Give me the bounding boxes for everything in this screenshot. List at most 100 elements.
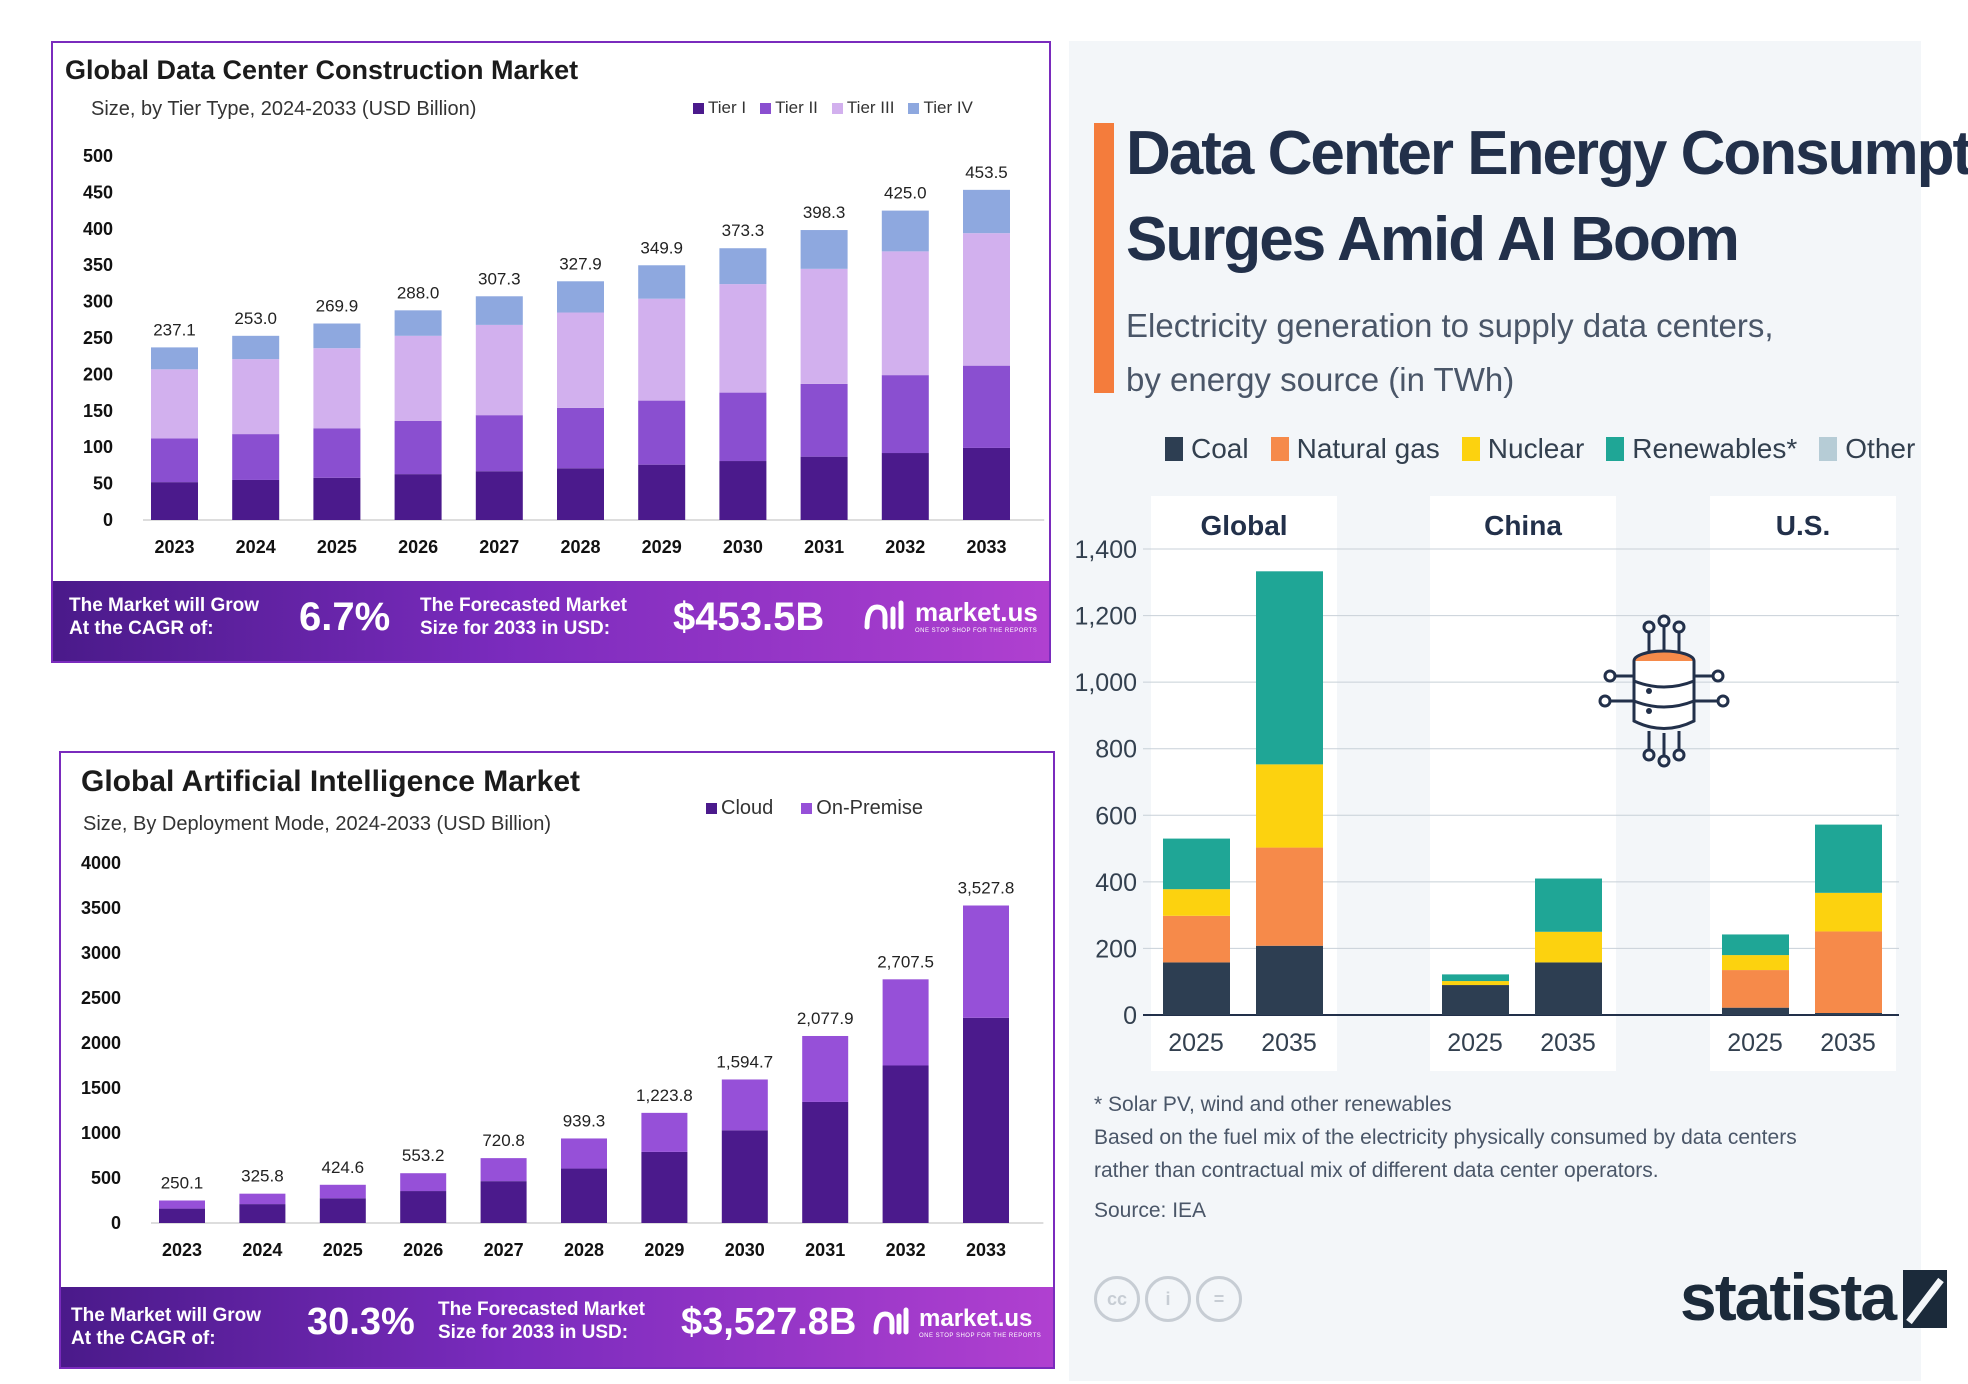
legend-item-coal: Coal <box>1165 433 1249 465</box>
x-tick-label: 2032 <box>885 537 925 557</box>
bar-segment-nuclear <box>1256 764 1323 848</box>
y-tick-label: 1,000 <box>1074 669 1137 697</box>
y-tick-label: 500 <box>83 146 113 166</box>
bar-segment-renewables- <box>1815 824 1882 893</box>
bar-segment-tier-iv <box>232 335 280 360</box>
attribution-icon[interactable]: i <box>1145 1276 1191 1322</box>
marketus-logo: market.us ONE STOP SHOP FOR THE REPORTS <box>863 597 1038 634</box>
bar-segment-tier-i <box>232 479 280 520</box>
group-label: Global <box>1200 510 1287 541</box>
cc-icon[interactable]: cc <box>1094 1276 1140 1322</box>
construction-bar-chart: 0 50 100 150 200 250 300 350 400 450 500 237.1 2023 2… <box>83 146 1045 557</box>
bar-segment-nuclear <box>1442 981 1509 986</box>
statista-logo: statista <box>1680 1259 1948 1335</box>
cagr-banner: The Market will Grow At the CAGR of: 30.3… <box>61 1287 1053 1367</box>
group-label: U.S. <box>1776 510 1830 541</box>
cagr-value: 6.7% <box>299 595 391 639</box>
bar-segment-coal <box>1722 1007 1789 1015</box>
bar-segment-tier-iii <box>232 359 280 435</box>
bar-total-label: 288.0 <box>397 283 440 302</box>
x-tick-label: 2028 <box>560 537 600 557</box>
y-tick-label: 500 <box>91 1168 121 1188</box>
no-derivatives-icon[interactable]: = <box>1196 1276 1242 1322</box>
legend-item-renewables: Renewables* <box>1606 433 1797 465</box>
bar-segment-natural-gas <box>1163 915 1230 963</box>
size-label: The Forecasted Market Size for 2033 in US… <box>420 595 627 641</box>
bar-segment-cloud <box>641 1151 688 1223</box>
bar-segment-on-premise <box>319 1184 366 1199</box>
bar-segment-tier-iv <box>557 281 604 313</box>
bar-total-label: 237.1 <box>153 320 196 339</box>
x-tick-label: 2031 <box>805 1240 845 1260</box>
legend-item-cloud: Cloud <box>706 797 773 820</box>
bar-segment-on-premise <box>400 1173 447 1192</box>
legend-label: Tier IV <box>923 98 973 117</box>
bar-segment-tier-iv <box>313 323 361 349</box>
title-line-2: Surges Amid AI Boom <box>1126 205 1740 274</box>
x-tick-label: 2025 <box>323 1240 363 1260</box>
y-tick-label: 600 <box>1095 802 1137 830</box>
energy-bar-chart: Global China U.S. 0 200 400 600 800 1,000 1,200 1,… <box>1074 496 1899 1071</box>
legend-item-natural-gas: Natural gas <box>1270 433 1440 465</box>
forecast-size-value: $3,527.8B <box>681 1301 857 1343</box>
bar-segment-tier-i <box>394 474 442 520</box>
bar-segment-tier-i <box>313 477 361 520</box>
y-tick-label: 350 <box>83 255 113 275</box>
bar-segment-renewables- <box>1256 571 1323 765</box>
bar-total-label: 2,077.9 <box>797 1009 854 1028</box>
bar-segment-tier-i <box>475 471 523 520</box>
cagr-banner: The Market will Grow At the CAGR of: 6.7%… <box>53 581 1049 661</box>
chart-legend: Coal Natural gas Nuclear Renewables* Oth… <box>1165 433 1915 465</box>
bar-segment-tier-iv <box>963 189 1010 234</box>
bar-segment-tier-iv <box>394 310 442 336</box>
x-tick-label: 2031 <box>804 537 844 557</box>
bar-segment-cloud <box>721 1130 768 1223</box>
bar-segment-renewables- <box>1535 878 1602 932</box>
y-tick-label: 3500 <box>81 898 121 918</box>
bar-segment-cloud <box>319 1198 366 1223</box>
bar-total-label: 269.9 <box>316 297 359 316</box>
bar-segment-tier-iv <box>151 347 198 370</box>
y-tick-label: 0 <box>103 510 113 530</box>
panel-title: Global Artificial Intelligence Market <box>81 765 581 798</box>
legend-label: Natural gas <box>1296 433 1440 464</box>
brand-tagline: ONE STOP SHOP FOR THE REPORTS <box>919 1333 1042 1339</box>
y-tick-label: 1500 <box>81 1078 121 1098</box>
grow-label: The Market will Grow At the CAGR of: <box>71 1305 261 1351</box>
subtitle-line-2: by energy source (in TWh) <box>1126 361 1515 398</box>
x-tick-label: 2033 <box>966 1240 1006 1260</box>
bar-segment-cloud <box>882 1065 929 1223</box>
bar-segment-tier-iii <box>313 348 361 429</box>
legend-label: Coal <box>1191 433 1249 464</box>
y-tick-label: 0 <box>1123 1002 1137 1030</box>
bar-segment-on-premise <box>963 905 1009 1018</box>
legend-swatch <box>801 803 813 814</box>
bar-total-label: 307.3 <box>478 269 521 288</box>
bar-total-label: 250.1 <box>161 1173 204 1192</box>
brand-tagline: ONE STOP SHOP FOR THE REPORTS <box>915 628 1038 634</box>
x-tick-label: 2026 <box>403 1240 443 1260</box>
bar-segment-tier-iv <box>719 248 767 285</box>
bar-segment-nuclear <box>1163 889 1230 916</box>
x-tick-label: 2024 <box>242 1240 282 1260</box>
bar-total-label: 327.9 <box>559 254 602 273</box>
x-tick-label: 2032 <box>886 1240 926 1260</box>
bar-segment-natural-gas <box>1815 931 1882 1014</box>
legend-label: Tier III <box>846 98 895 117</box>
bar-segment-tier-iii <box>394 335 442 421</box>
bar-segment-tier-ii <box>394 420 442 475</box>
bar-segment-tier-i <box>638 464 686 520</box>
legend-swatch <box>1819 437 1838 461</box>
legend-label: On-Premise <box>816 797 923 819</box>
marketus-icon <box>864 600 904 629</box>
legend-label: Tier II <box>775 98 818 117</box>
y-tick-label: 200 <box>83 364 113 384</box>
legend-item-tier-4: Tier IV <box>908 98 973 118</box>
bar-segment-tier-iii <box>475 324 523 416</box>
title-line-1: Data Center Energy Consumption <box>1126 119 1968 188</box>
bar-segment-tier-iii <box>638 298 686 401</box>
y-tick-label: 400 <box>1095 869 1137 897</box>
y-tick-label: 400 <box>83 219 113 239</box>
bar-segment-cloud <box>480 1181 527 1223</box>
subtitle-line-1: Electricity generation to supply data ce… <box>1126 307 1774 344</box>
